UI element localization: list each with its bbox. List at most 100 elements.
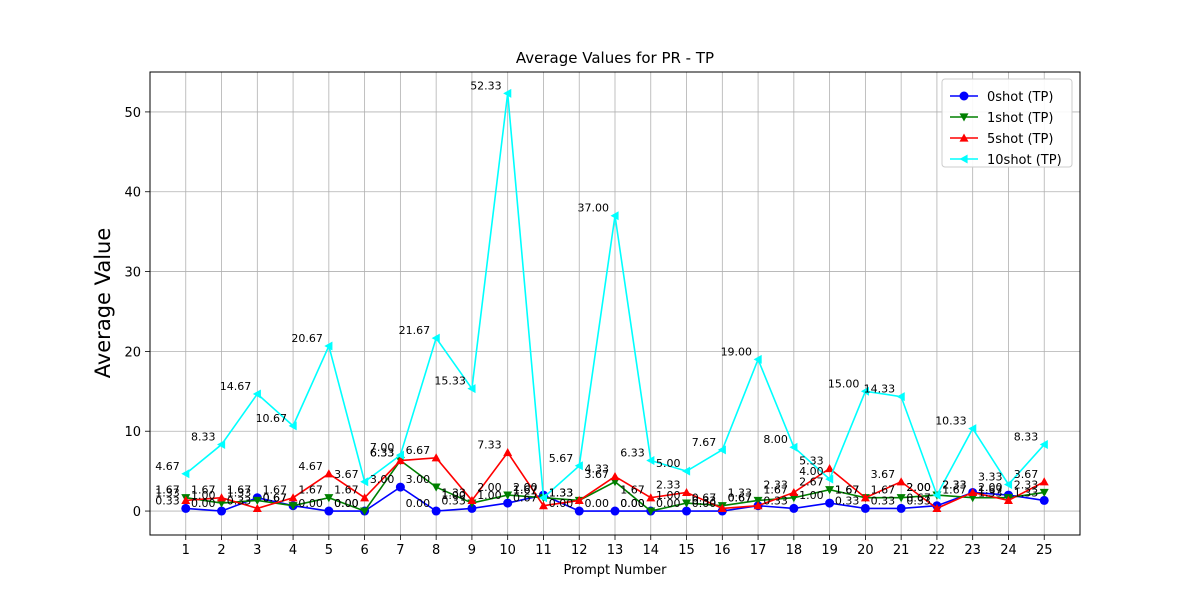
- y-tick-label: 0: [133, 505, 141, 520]
- data-label: 6.33: [620, 447, 645, 460]
- data-label: 2.00: [906, 481, 931, 494]
- data-point: [682, 506, 692, 516]
- data-point: [324, 469, 334, 478]
- data-label: 0.67: [906, 492, 931, 505]
- legend-marker: [959, 154, 968, 164]
- data-label: 1.67: [871, 484, 896, 497]
- data-label: 20.67: [291, 332, 323, 345]
- legend-marker: [959, 113, 969, 122]
- legend-marker: [959, 91, 969, 101]
- data-point: [288, 421, 297, 431]
- data-label: 1.33: [155, 486, 180, 499]
- legend-item: 0shot (TP): [950, 90, 1053, 105]
- data-label: 0.33: [692, 494, 717, 507]
- data-label: 4.33: [585, 462, 610, 475]
- data-point: [395, 450, 404, 460]
- data-point: [252, 389, 261, 399]
- y-axis-label: Average Value: [91, 228, 115, 379]
- legend-item: 1shot (TP): [950, 111, 1053, 126]
- data-label: 1.33: [549, 486, 574, 499]
- data-point: [968, 424, 977, 434]
- data-point: [717, 445, 726, 455]
- data-label: 15.33: [434, 375, 466, 388]
- data-label: 37.00: [578, 202, 610, 215]
- data-label: 2.00: [978, 481, 1003, 494]
- data-point: [395, 456, 405, 465]
- x-tick-label: 22: [929, 543, 946, 558]
- data-label: 3.33: [978, 470, 1003, 483]
- data-label: 1.33: [549, 486, 574, 499]
- y-tick-label: 20: [124, 345, 141, 360]
- data-point: [789, 487, 799, 497]
- legend-label: 5shot (TP): [987, 132, 1053, 147]
- data-label: 1.00: [477, 489, 502, 502]
- data-point: [896, 392, 905, 402]
- data-point: [753, 501, 763, 510]
- data-label: 0.67: [692, 492, 717, 505]
- plot-frame: [149, 71, 1081, 536]
- data-point: [181, 495, 191, 505]
- y-tick-label: 50: [124, 106, 141, 121]
- x-tick-label: 11: [535, 543, 552, 558]
- data-point: [360, 507, 370, 516]
- data-label: 2.67: [799, 476, 824, 489]
- data-label: 7.67: [692, 436, 717, 449]
- data-label: 0.33: [155, 494, 180, 507]
- data-point: [1003, 495, 1013, 505]
- legend-label: 1shot (TP): [987, 111, 1053, 126]
- x-tick-label: 16: [714, 543, 731, 558]
- data-label: 0.00: [549, 497, 574, 510]
- data-label: 52.33: [470, 79, 502, 92]
- data-point: [1039, 477, 1049, 486]
- data-label: 3.67: [585, 468, 610, 481]
- data-point: [646, 507, 656, 516]
- data-point: [753, 496, 763, 505]
- data-label: 1.67: [334, 484, 359, 497]
- data-point: [217, 493, 227, 502]
- data-point: [467, 495, 477, 505]
- data-label: 0.67: [513, 492, 538, 505]
- data-point: [646, 456, 655, 466]
- data-point: [1003, 479, 1013, 489]
- data-point: [324, 494, 334, 503]
- data-label: 1.67: [978, 484, 1003, 497]
- data-label: 8.33: [191, 431, 216, 444]
- data-point: [717, 503, 727, 513]
- data-label: 2.33: [1014, 478, 1039, 491]
- data-label: 3.67: [1014, 468, 1039, 481]
- data-label: 0.00: [620, 497, 645, 510]
- legend-label: 10shot (TP): [987, 153, 1062, 168]
- data-point: [574, 495, 584, 505]
- data-point: [431, 453, 441, 462]
- x-tick-label: 17: [750, 543, 767, 558]
- x-tick-label: 12: [571, 543, 588, 558]
- data-label: 0.33: [835, 494, 860, 507]
- data-point: [1039, 440, 1048, 450]
- data-point: [360, 493, 370, 502]
- data-label: 1.33: [1014, 486, 1039, 499]
- data-point: [896, 477, 906, 486]
- data-label: 2.33: [656, 478, 681, 491]
- data-label: 7.00: [370, 441, 395, 454]
- x-tick-label: 14: [642, 543, 659, 558]
- data-label: 21.67: [399, 324, 431, 337]
- data-point: [217, 506, 227, 516]
- data-label: 3.67: [334, 468, 359, 481]
- y-tick-label: 30: [124, 266, 141, 281]
- data-point: [860, 386, 869, 396]
- x-tick-label: 20: [857, 543, 874, 558]
- data-label: 0.00: [298, 497, 323, 510]
- x-tick-label: 21: [893, 543, 910, 558]
- data-point: [503, 491, 513, 500]
- data-label: 1.67: [942, 484, 967, 497]
- axes: 1 2 3 4 5 6 7 8 9 10 11 12 13 14 15 16 17 18 19 20 21 22 23 24 2…: [124, 71, 1081, 558]
- x-tick-label: 24: [1000, 543, 1017, 558]
- chart-title: Average Values for PR - TP: [516, 49, 714, 67]
- legend-item: 10shot (TP): [950, 153, 1062, 168]
- data-label: 6.33: [370, 447, 395, 460]
- data-label: 0.67: [263, 492, 288, 505]
- data-label: 0.33: [763, 494, 788, 507]
- data-label: 1.33: [441, 486, 466, 499]
- data-point: [682, 499, 692, 508]
- legend: 0shot (TP) 1shot (TP) 5shot (TP) 10shot (TP…: [941, 78, 1073, 168]
